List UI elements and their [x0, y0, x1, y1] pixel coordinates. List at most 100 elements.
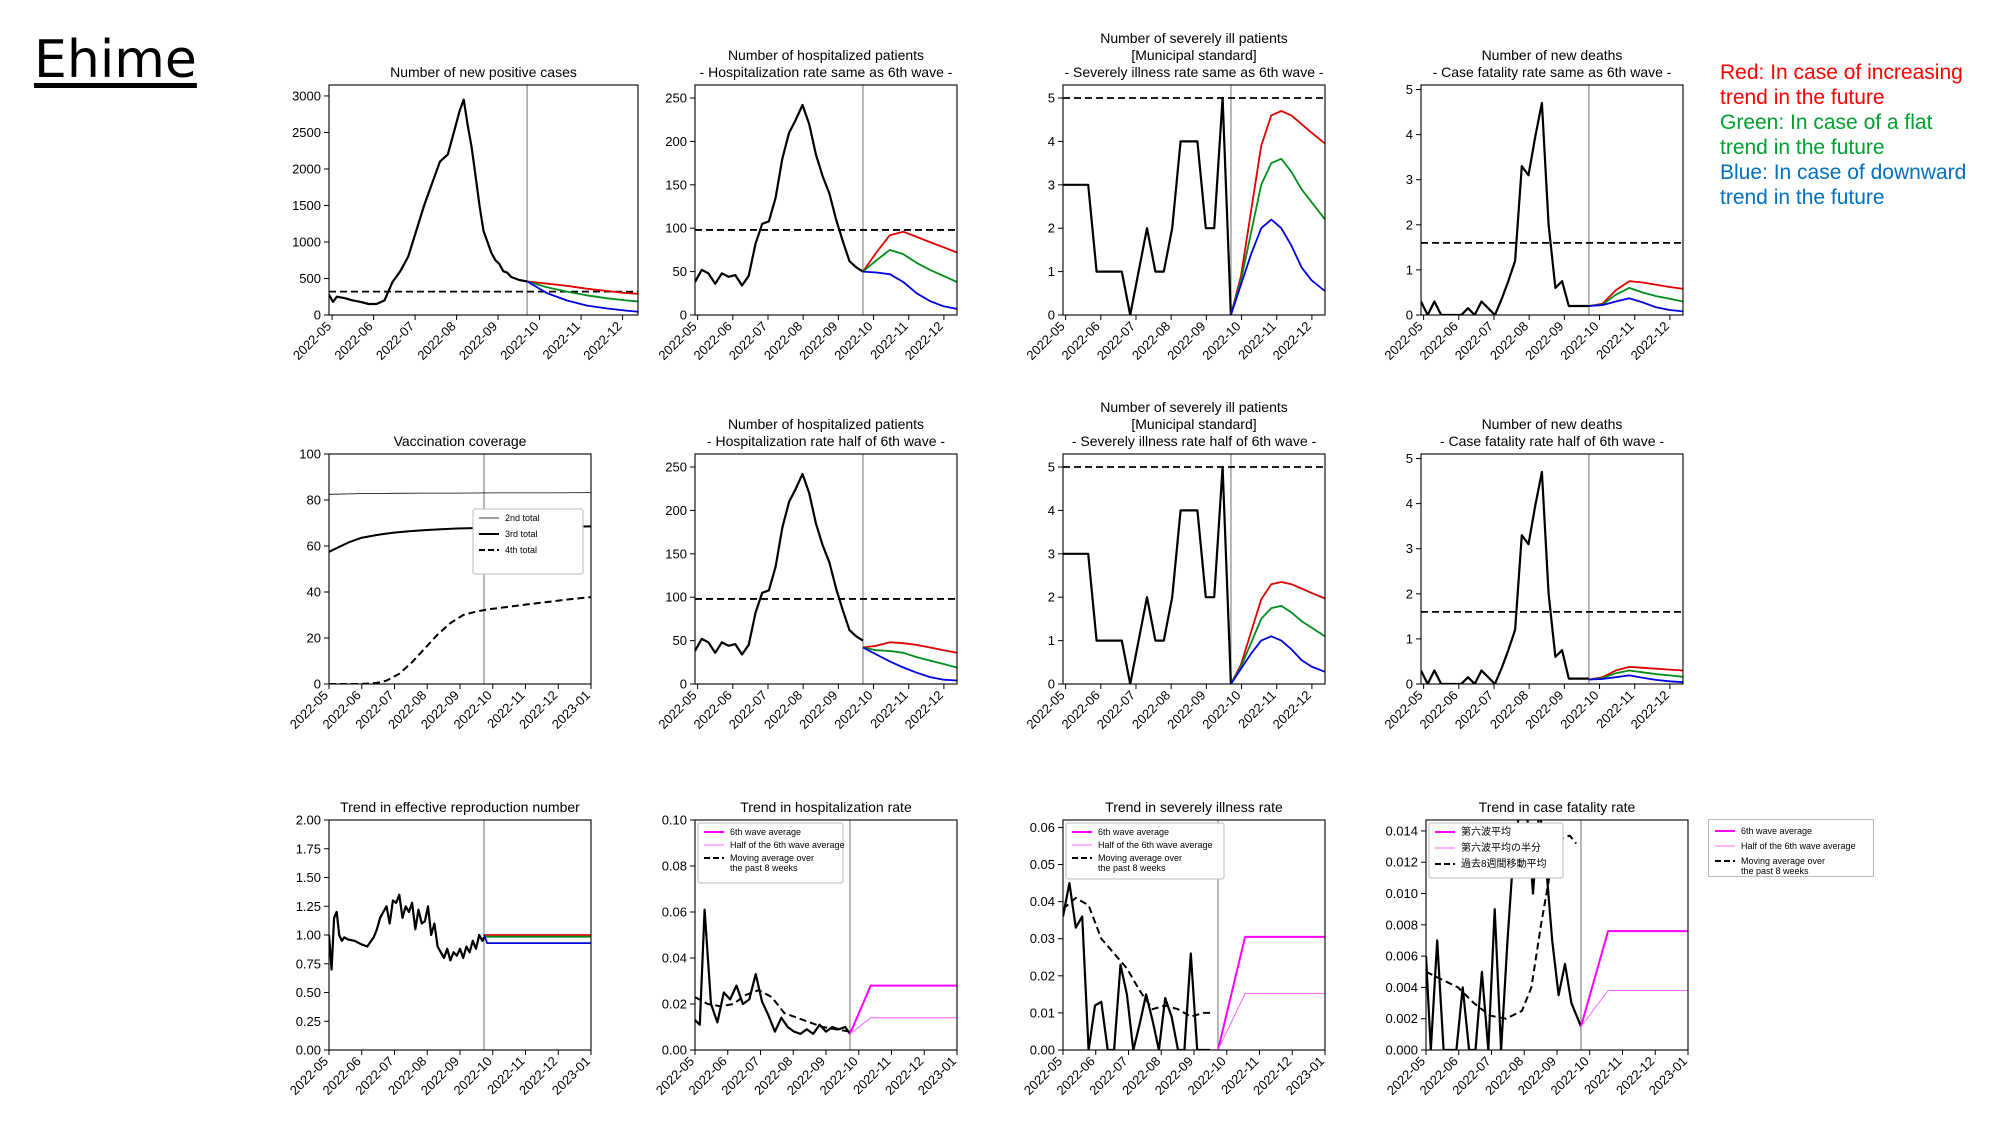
- x-tick-label: 2022-09: [796, 319, 840, 363]
- legend-frame: [1065, 822, 1225, 880]
- x-tick-label: 2022-12: [1628, 688, 1672, 732]
- y-tick-label: 80: [307, 493, 321, 508]
- x-tick-label: 2022-08: [761, 688, 805, 732]
- y-tick-label: 4: [1048, 503, 1055, 518]
- series-decrease: [1230, 635, 1325, 684]
- x-tick-label: 2022-06: [1417, 688, 1461, 732]
- series-dose4: [329, 596, 591, 684]
- y-tick-label: 0.010: [1385, 886, 1418, 901]
- series-observed: [695, 472, 864, 656]
- plot-frame: [1062, 819, 1326, 1051]
- x-tick-label: 2022-08: [414, 319, 458, 363]
- plot-area: [695, 454, 957, 684]
- y-tick-label: 0.08: [662, 859, 687, 874]
- legend-frame: [697, 822, 844, 884]
- y-tick-label: 200: [665, 503, 687, 518]
- scenario-note-line: Blue: In case of downward: [1720, 161, 1967, 184]
- scenario-note-line: trend in the future: [1720, 186, 1885, 209]
- chart-severely-ill-half: Number of severely ill patients[Municipa…: [1023, 399, 1326, 732]
- series-observed: [695, 908, 851, 1035]
- x-tick-label: 2022-05: [1381, 688, 1425, 732]
- y-tick-label: 100: [665, 221, 687, 236]
- x-tick-label: 2022-09: [1522, 688, 1566, 732]
- x-tick-label: 2022-09: [796, 688, 840, 732]
- legend-label: 過去8週間移動平均: [1461, 857, 1547, 870]
- legend-frame: [1428, 822, 1564, 879]
- y-tick-label: 3: [1406, 172, 1413, 187]
- series-observed: [329, 893, 486, 971]
- y-tick-label: 0.000: [1385, 1043, 1418, 1058]
- chart-title: [Municipal standard]: [1131, 47, 1256, 63]
- series-flat: [1588, 669, 1683, 681]
- x-tick-label: 2022-09: [1164, 319, 1208, 363]
- legend-label: 第六波平均の半分: [1461, 841, 1541, 854]
- plot-area: [1421, 454, 1683, 684]
- series-dose2: [329, 492, 591, 495]
- series-increase: [1230, 110, 1325, 315]
- legend-label: Half of the 6th wave average: [1741, 841, 1856, 851]
- series-decrease: [862, 270, 957, 310]
- chart-new-deaths-half: Number of new deaths- Case fatality rate…: [1381, 416, 1684, 732]
- scenario-color-legend: Red: In case of increasing trend in the f…: [1720, 60, 1966, 210]
- y-tick-label: 0.01: [1030, 1005, 1055, 1020]
- y-tick-label: 0.002: [1385, 1011, 1418, 1026]
- chart-case-fatality-rate: Trend in case fatality rate 0.000 0.002 0.0…: [1384, 799, 1690, 1098]
- chart-hospitalized-same: Number of hospitalized patients- Hospita…: [655, 47, 958, 363]
- series-flat: [1230, 604, 1325, 684]
- scenario-note-line: Red: In case of increasing: [1720, 61, 1963, 84]
- x-tick-label: 2022-10: [1557, 688, 1601, 732]
- plot-frame: [1420, 453, 1684, 685]
- y-tick-label: 0.00: [1030, 1043, 1055, 1058]
- y-tick-label: 500: [299, 271, 321, 286]
- y-tick-label: 1.50: [296, 870, 321, 885]
- y-tick-label: 150: [665, 177, 687, 192]
- series-avg: [849, 984, 957, 1035]
- y-tick-label: 0: [680, 308, 687, 323]
- series-observed: [1426, 820, 1583, 1050]
- chart-legend: 2nd total 3rd total 4th total: [472, 508, 584, 575]
- x-tick-label: 2022-07: [1094, 319, 1138, 363]
- x-tick-label: 2022-09: [1522, 319, 1566, 363]
- y-tick-label: 0: [314, 677, 321, 692]
- x-tick-label: 2022-07: [373, 319, 417, 363]
- x-tick-label: 2022-05: [290, 319, 334, 363]
- x-tick-label: 2022-07: [1452, 319, 1496, 363]
- x-tick-label: 2022-10: [1557, 319, 1601, 363]
- y-tick-label: 0: [1048, 677, 1055, 692]
- legend-label: Half of the 6th wave average: [1098, 840, 1213, 850]
- y-tick-label: 40: [307, 585, 321, 600]
- legend-label: 6th wave average: [1741, 826, 1812, 836]
- page-title: Ehime: [34, 30, 197, 90]
- x-tick-label: 2022-06: [331, 319, 375, 363]
- series-moving: [1063, 896, 1214, 1018]
- y-tick-label: 150: [665, 546, 687, 561]
- chart-title: Vaccination coverage: [394, 433, 527, 449]
- x-tick-label: 2022-05: [655, 688, 699, 732]
- x-tick-label: 2022-07: [726, 688, 770, 732]
- x-tick-label: 2022-12: [902, 688, 946, 732]
- y-tick-label: 0: [314, 308, 321, 323]
- series-flat: [1230, 157, 1325, 315]
- scenario-note-line: Green: In case of a flat: [1720, 111, 1933, 134]
- chart-severely-illness-rate: Trend in severely illness rate 0.00 0.01 0.…: [1021, 799, 1327, 1098]
- chart-title: Number of severely ill patients: [1100, 399, 1288, 415]
- legend-label: Moving average over the past 8 weeks: [1741, 856, 1825, 876]
- series-increase: [862, 230, 957, 273]
- plot-area: [329, 85, 638, 315]
- y-tick-label: 5: [1406, 82, 1413, 97]
- y-tick-label: 5: [1048, 460, 1055, 475]
- y-tick-label: 2: [1406, 217, 1413, 232]
- series-flat: [526, 280, 638, 303]
- y-tick-label: 0.03: [1030, 931, 1055, 946]
- x-tick-label: 2022-08: [1129, 319, 1173, 363]
- series-observed: [1421, 101, 1589, 315]
- y-tick-label: 3: [1048, 546, 1055, 561]
- x-tick-label: 2022-07: [1094, 688, 1138, 732]
- series-observed: [1063, 465, 1232, 684]
- y-tick-label: 0.012: [1385, 855, 1418, 870]
- y-tick-label: 2500: [292, 125, 321, 140]
- chart-title: Trend in severely illness rate: [1105, 799, 1283, 815]
- chart-hospitalized-half: Number of hospitalized patients- Hospita…: [655, 416, 958, 732]
- legend-frame: [472, 508, 584, 575]
- x-tick-label: 2022-07: [1452, 688, 1496, 732]
